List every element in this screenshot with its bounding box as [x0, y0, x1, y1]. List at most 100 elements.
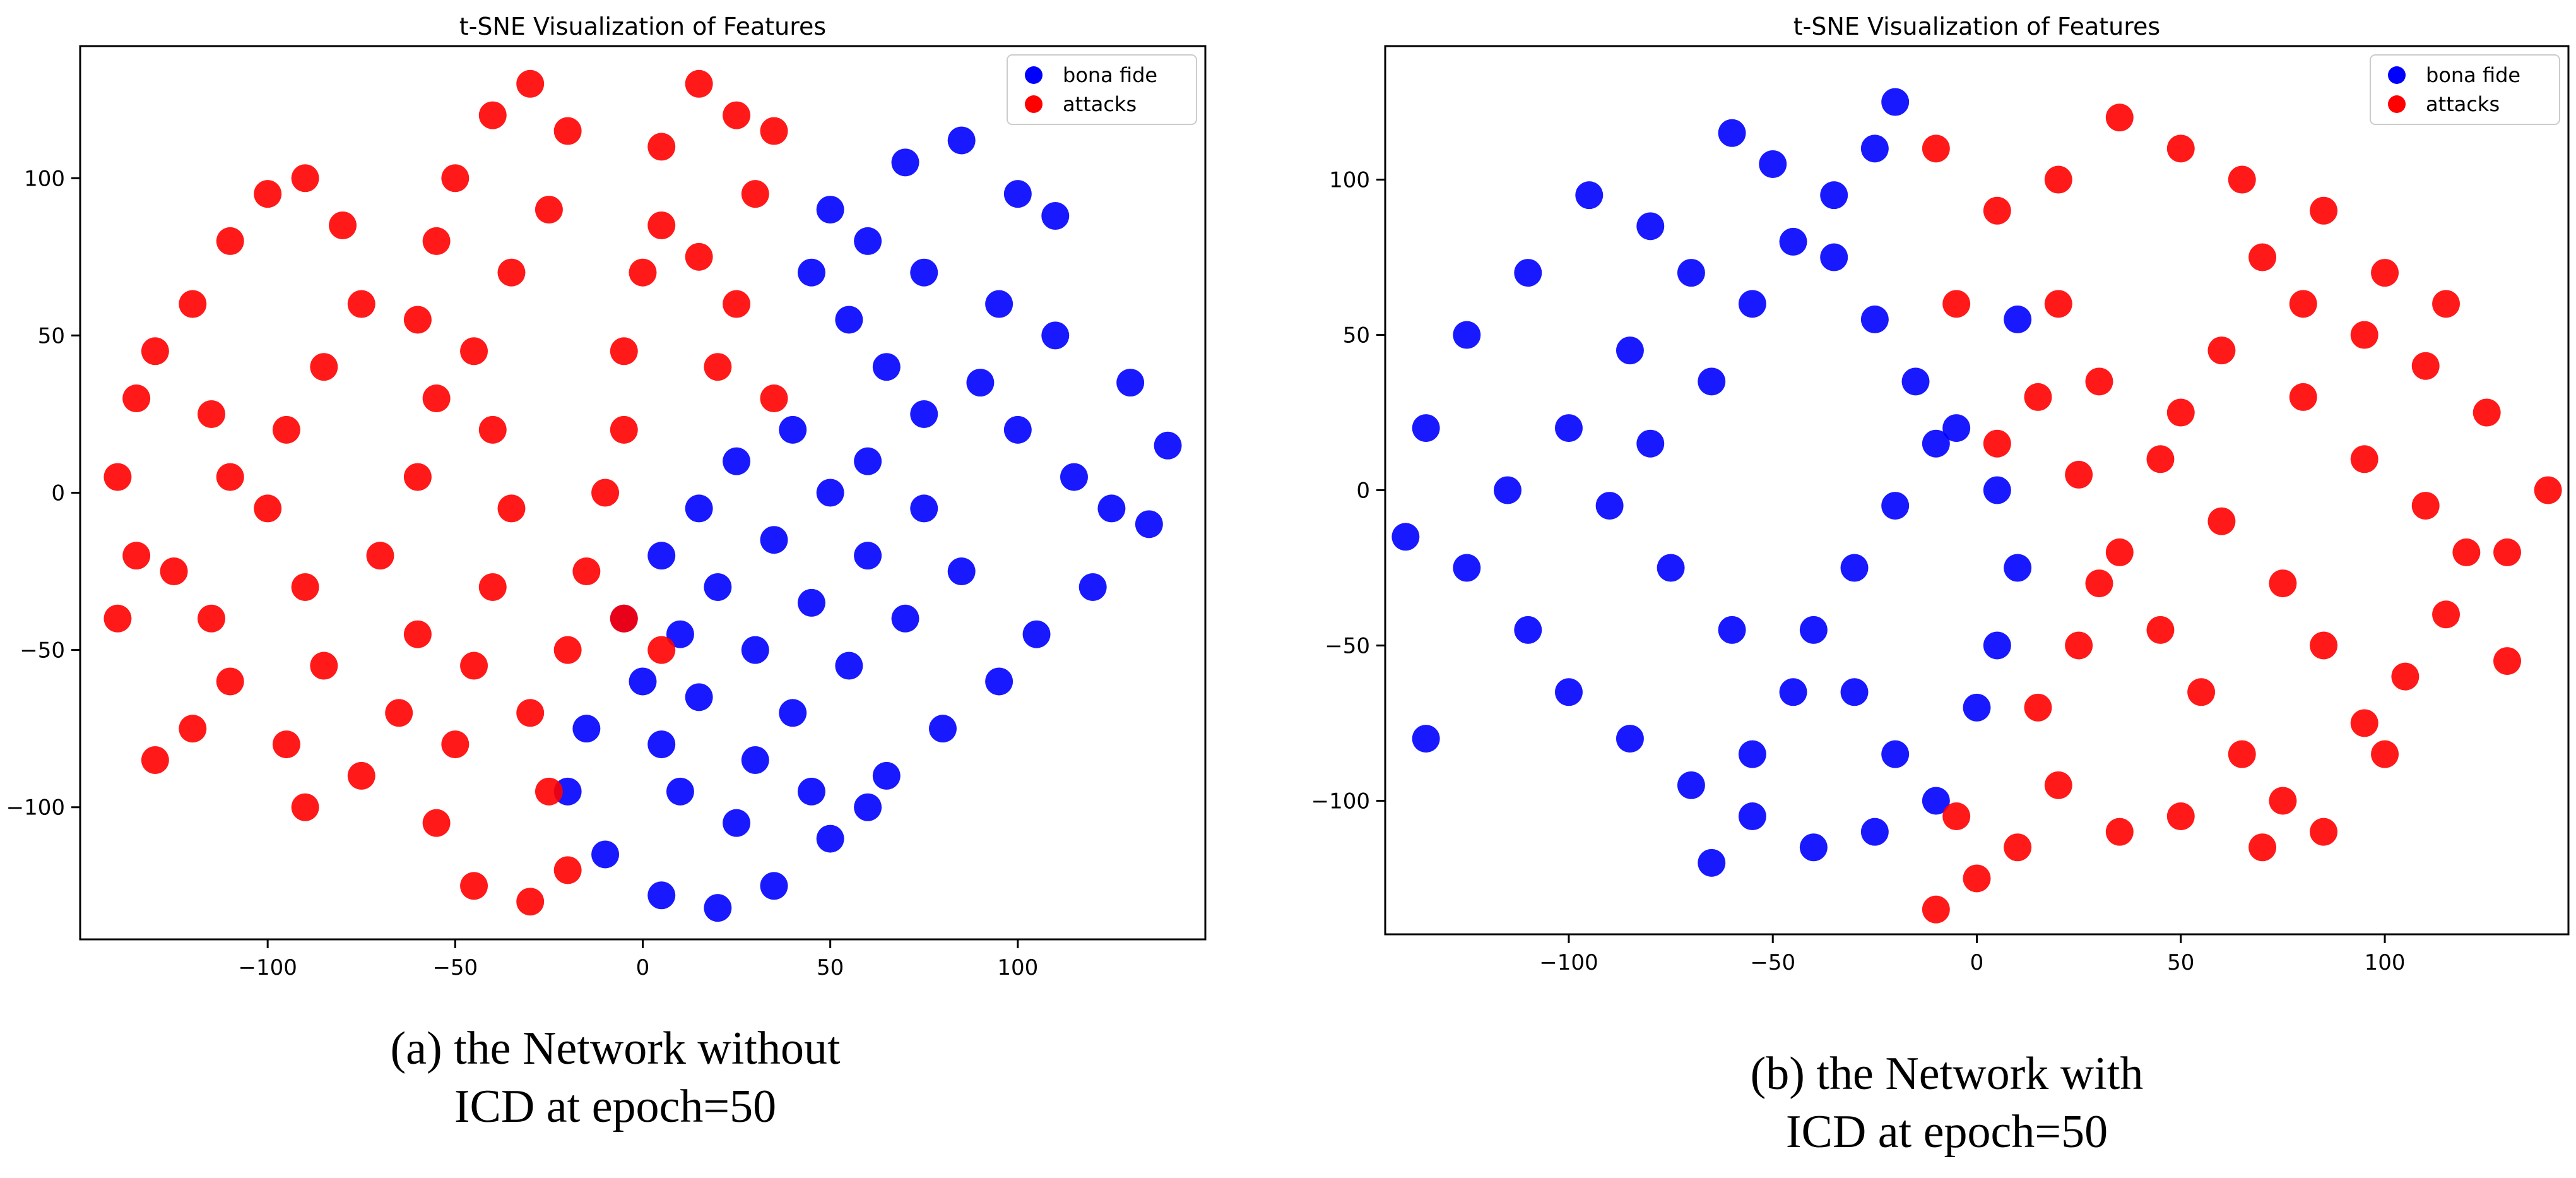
data-point: [1922, 134, 1950, 163]
data-point: [1860, 305, 1889, 333]
data-point: [2187, 678, 2216, 706]
data-point: [1698, 367, 1726, 396]
data-point: [704, 573, 732, 601]
data-point: [2310, 631, 2338, 660]
data-point: [460, 337, 488, 366]
data-point: [2371, 259, 2399, 287]
data-point: [160, 557, 188, 586]
data-point: [947, 126, 976, 155]
data-point: [2411, 352, 2440, 380]
data-point: [385, 699, 413, 727]
data-point: [2004, 554, 2032, 582]
data-point: [816, 196, 844, 224]
legend-box: [1007, 54, 1197, 125]
data-point: [441, 164, 470, 193]
data-point: [741, 180, 769, 208]
data-point: [1636, 429, 1665, 458]
data-point: [779, 699, 807, 727]
data-point: [1078, 573, 1107, 601]
data-point: [2493, 647, 2522, 675]
data-point: [760, 526, 788, 554]
plot-frame: [79, 45, 1207, 941]
data-point: [1779, 678, 1807, 706]
data-point: [1677, 771, 1705, 799]
data-point: [329, 211, 357, 239]
data-point: [2065, 631, 2093, 660]
chart-panel-1: t-SNE Visualization of Features −100 −50 0 5…: [6, 13, 1207, 980]
data-point: [2044, 165, 2072, 194]
data-point: [516, 888, 545, 916]
data-point: [1514, 259, 1542, 287]
data-point: [2411, 492, 2440, 520]
data-point: [2085, 367, 2113, 396]
data-point: [1759, 150, 1787, 178]
data-point: [122, 542, 151, 570]
data-point: [685, 683, 713, 711]
data-point: [2105, 538, 2134, 566]
caption-a-line2: ICD at epoch=50: [454, 1081, 777, 1133]
data-point: [1963, 864, 1991, 893]
data-point: [2207, 336, 2236, 365]
data-point: [760, 384, 788, 413]
data-point: [1860, 818, 1889, 846]
data-point: [478, 573, 507, 601]
x-tick-label: 100: [997, 955, 1038, 980]
data-point: [2310, 196, 2338, 225]
data-point: [2166, 802, 2195, 831]
y-tick-label: 0: [51, 481, 65, 506]
data-point: [1738, 802, 1766, 831]
data-point: [610, 604, 638, 633]
data-point: [1595, 492, 1624, 520]
y-tick-label: 50: [38, 323, 65, 348]
series-attacks: [1922, 104, 2562, 924]
data-point: [1636, 212, 1665, 241]
y-tick-label: −50: [1325, 633, 1370, 658]
data-point: [779, 415, 807, 444]
data-point: [610, 415, 638, 444]
data-point: [572, 715, 601, 743]
data-point: [216, 667, 244, 696]
data-point: [179, 715, 207, 743]
data-point: [1942, 290, 1971, 318]
data-point: [854, 447, 882, 475]
data-point: [666, 620, 694, 648]
legend-marker: [2388, 66, 2406, 84]
data-point: [891, 148, 919, 177]
data-point: [291, 793, 319, 821]
data-point: [291, 573, 319, 601]
data-point: [685, 69, 713, 98]
y-tick-label: 0: [1356, 479, 1370, 504]
data-point: [553, 117, 582, 145]
data-point: [1698, 848, 1726, 877]
data-point: [1820, 243, 1848, 271]
data-point: [1060, 463, 1088, 491]
data-point: [310, 651, 338, 680]
chart-panel-2: t-SNE Visualization of Features −100 −50 0 5…: [1311, 13, 2570, 975]
data-point: [553, 636, 582, 664]
data-point: [1922, 429, 1950, 458]
data-point: [422, 227, 451, 255]
data-point: [2065, 460, 2093, 489]
data-point: [928, 715, 957, 743]
data-point: [553, 856, 582, 884]
data-point: [2534, 476, 2562, 504]
data-point: [797, 258, 825, 287]
data-point: [1901, 367, 1930, 396]
data-point: [1041, 321, 1070, 350]
data-point: [2228, 165, 2256, 194]
data-point: [854, 227, 882, 255]
data-point: [2207, 507, 2236, 535]
data-point: [497, 494, 526, 523]
data-point: [141, 337, 169, 366]
data-point: [1657, 554, 1685, 582]
data-point: [347, 761, 375, 790]
data-point: [1616, 725, 1644, 753]
data-point: [2350, 445, 2378, 473]
x-tick-label: 50: [817, 955, 844, 980]
data-point: [254, 180, 282, 208]
data-point: [1983, 631, 2011, 660]
x-tick-label: −100: [238, 955, 297, 980]
data-point: [122, 384, 151, 413]
data-point: [760, 117, 788, 145]
data-point: [254, 494, 282, 523]
